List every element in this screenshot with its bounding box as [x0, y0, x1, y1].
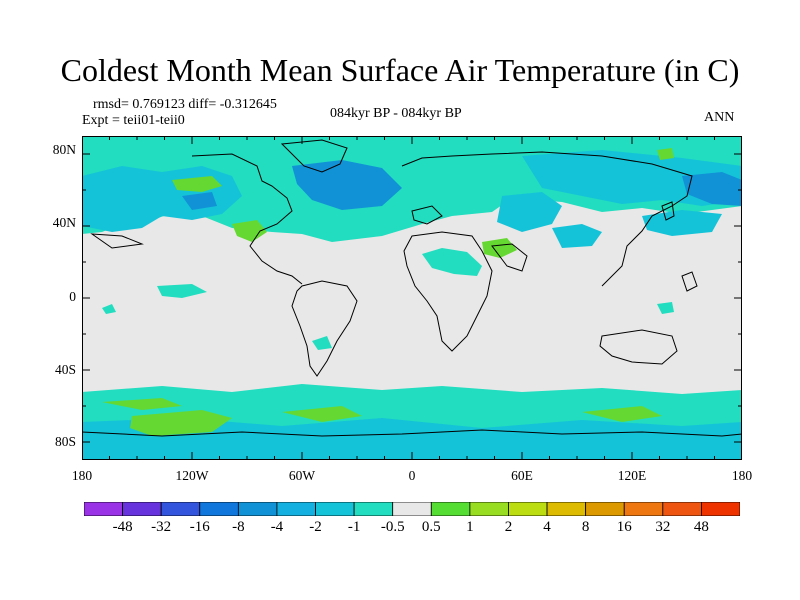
stats-text: rmsd= 0.769123 diff= -0.312645: [93, 97, 277, 112]
colorbar-swatch: [84, 502, 123, 516]
colorbar-swatch: [122, 502, 162, 516]
period-text: 084kyr BP - 084kyr BP: [330, 106, 462, 121]
lon-label-120e: 120E: [617, 468, 647, 483]
colorbar-swatch: [392, 502, 432, 516]
coastlines: [82, 139, 742, 437]
colorbar-swatch: [237, 502, 278, 516]
lon-label-180w: 180: [71, 468, 93, 483]
colorbar-swatch: [701, 502, 740, 516]
lat-label-40n: 40N: [52, 215, 76, 230]
colorbar-label: -1: [347, 519, 361, 535]
colorbar-label: 16: [616, 519, 632, 535]
colorbar-label: -32: [151, 519, 172, 535]
anomaly-cold-regions: [182, 160, 742, 210]
colorbar-label: 2: [504, 519, 513, 535]
colorbar-label: 0.5: [421, 519, 441, 535]
lat-label-80n: 80N: [52, 142, 76, 157]
colorbar-label: -48: [112, 519, 133, 535]
colorbar-swatch: [430, 502, 471, 516]
colorbar-swatch: [199, 502, 239, 516]
colorbar-swatch: [353, 502, 394, 516]
map-title: Coldest Month Mean Surface Air Temperatu…: [60, 52, 740, 88]
colorbar-label: 48: [693, 519, 709, 535]
colorbar-label: -8: [232, 519, 245, 535]
lon-label-120w: 120W: [175, 468, 209, 483]
experiment-text: Expt = teii01-teii0: [82, 113, 185, 128]
colorbar-label: -2: [309, 519, 322, 535]
colorbar-swatch: [623, 502, 664, 516]
colorbar-swatch: [662, 502, 702, 516]
colorbar-swatch: [469, 502, 509, 516]
colorbar: [84, 502, 740, 516]
colorbar-label: -4: [270, 519, 284, 535]
colorbar-swatch: [546, 502, 587, 516]
colorbar-swatch: [508, 502, 548, 516]
colorbar-label: 1: [466, 519, 474, 535]
colorbar-label: 8: [581, 519, 590, 535]
lon-label-180e: 180: [731, 468, 753, 483]
lat-label-40s: 40S: [54, 362, 76, 377]
lat-label-0: 0: [69, 289, 76, 304]
colorbar-label: 32: [655, 519, 671, 535]
colorbar-swatch: [585, 502, 625, 516]
season-text: ANN: [704, 110, 735, 125]
colorbar-swatch: [276, 502, 316, 516]
lon-label-0: 0: [408, 468, 416, 483]
colorbar-label: 4: [543, 519, 551, 535]
colorbar-label: -16: [189, 519, 210, 535]
lon-label-60e: 60E: [511, 468, 533, 483]
lat-label-80s: 80S: [54, 434, 76, 449]
colorbar-swatch: [315, 502, 355, 516]
colorbar-swatch: [160, 502, 201, 516]
lon-label-60w: 60W: [288, 468, 316, 483]
anomaly-warm-regions: [102, 148, 674, 436]
map-ticks: [82, 136, 742, 460]
colorbar-label: -0.5: [380, 519, 405, 535]
temperature-map: [82, 136, 742, 460]
